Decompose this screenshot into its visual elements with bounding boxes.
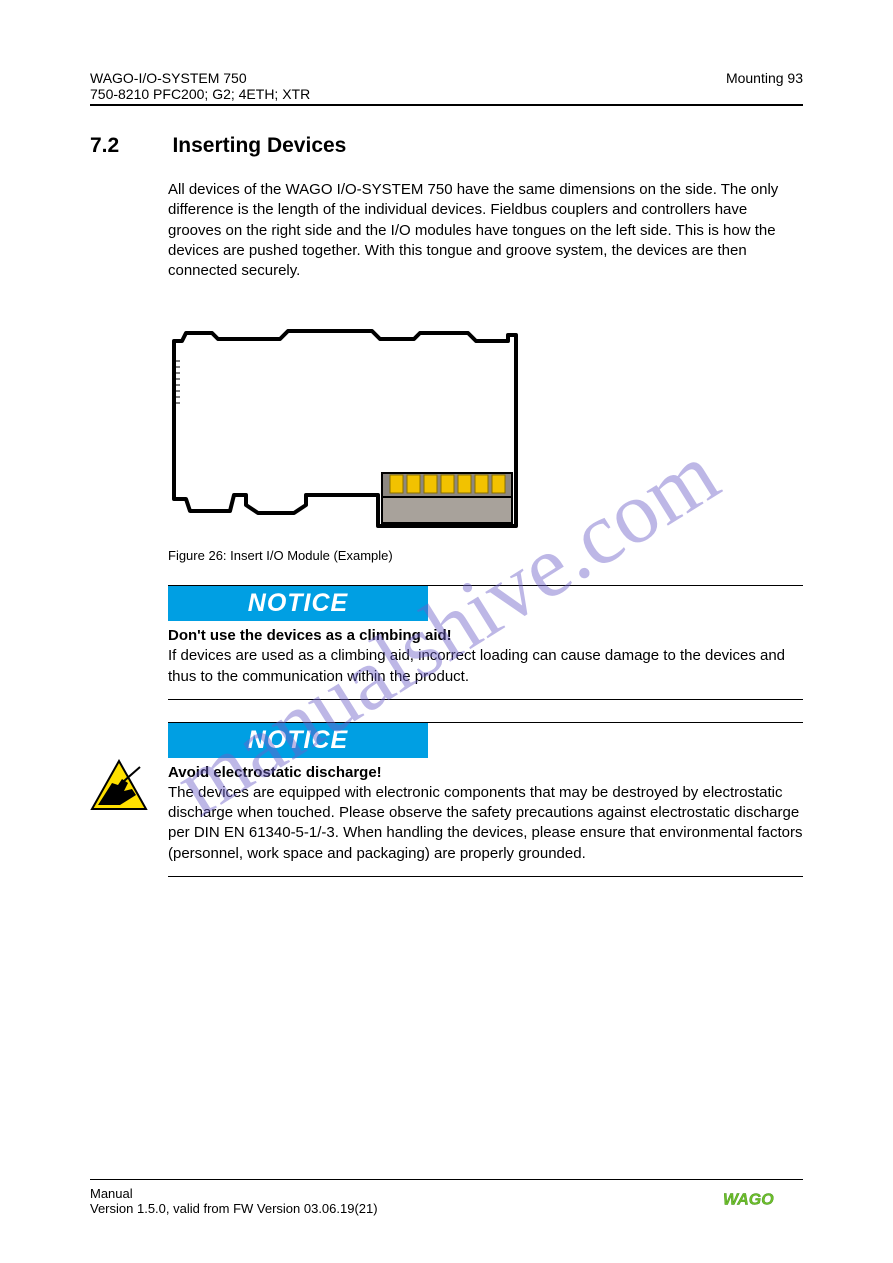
notice2-bottom-rule (168, 876, 803, 877)
contact-block (382, 495, 512, 523)
page-header: WAGO-I/O-SYSTEM 750 750-8210 PFC200; G2;… (90, 70, 803, 102)
figure-caption: Figure 26: Insert I/O Module (Example) (168, 548, 803, 563)
header-left-line2: 750-8210 PFC200; G2; 4ETH; XTR (90, 86, 310, 102)
page: WAGO-I/O-SYSTEM 750 750-8210 PFC200; G2;… (0, 0, 893, 1263)
notice-esd: NOTICE Avoid electrostatic discharge! Th… (90, 722, 803, 877)
notice1-bar: NOTICE (168, 586, 428, 621)
notice1-body: If devices are used as a climbing aid, i… (168, 646, 803, 687)
footer-rule (90, 1179, 803, 1180)
intro-paragraph: All devices of the WAGO I/O-SYSTEM 750 h… (168, 180, 803, 281)
notice1-heading: Don't use the devices as a climbing aid! (168, 627, 803, 644)
header-rule (90, 104, 803, 106)
notice2-body: The devices are equipped with electronic… (168, 783, 803, 864)
esd-icon-col (90, 722, 168, 816)
contacts-group (390, 475, 505, 493)
wago-logo: WAGO (723, 1188, 803, 1215)
header-left-line1: WAGO-I/O-SYSTEM 750 (90, 70, 310, 86)
notice-climbing-aid: NOTICE Don't use the devices as a climbi… (90, 585, 803, 700)
wago-logo-icon: WAGO (723, 1188, 803, 1210)
section-heading: 7.2 Inserting Devices (90, 134, 803, 158)
module-diagram-icon (168, 305, 526, 537)
esd-warning-icon (90, 759, 148, 811)
section-title: Inserting Devices (172, 134, 346, 158)
header-right-line1: Mounting 93 (726, 70, 803, 86)
page-footer: Manual Version 1.5.0, valid from FW Vers… (90, 1179, 803, 1217)
section-number: 7.2 (90, 134, 168, 158)
notice2-heading: Avoid electrostatic discharge! (168, 764, 803, 781)
footer-line1: Manual (90, 1186, 378, 1202)
figure-module: Figure 26: Insert I/O Module (Example) (168, 305, 803, 563)
notice1-bottom-rule (168, 699, 803, 700)
footer-line2: Version 1.5.0, valid from FW Version 03.… (90, 1201, 378, 1217)
header-left: WAGO-I/O-SYSTEM 750 750-8210 PFC200; G2;… (90, 70, 310, 102)
svg-text:WAGO: WAGO (723, 1191, 774, 1208)
header-right: Mounting 93 (726, 70, 803, 102)
footer-text: Manual Version 1.5.0, valid from FW Vers… (90, 1186, 378, 1217)
notice2-bar: NOTICE (168, 723, 428, 758)
